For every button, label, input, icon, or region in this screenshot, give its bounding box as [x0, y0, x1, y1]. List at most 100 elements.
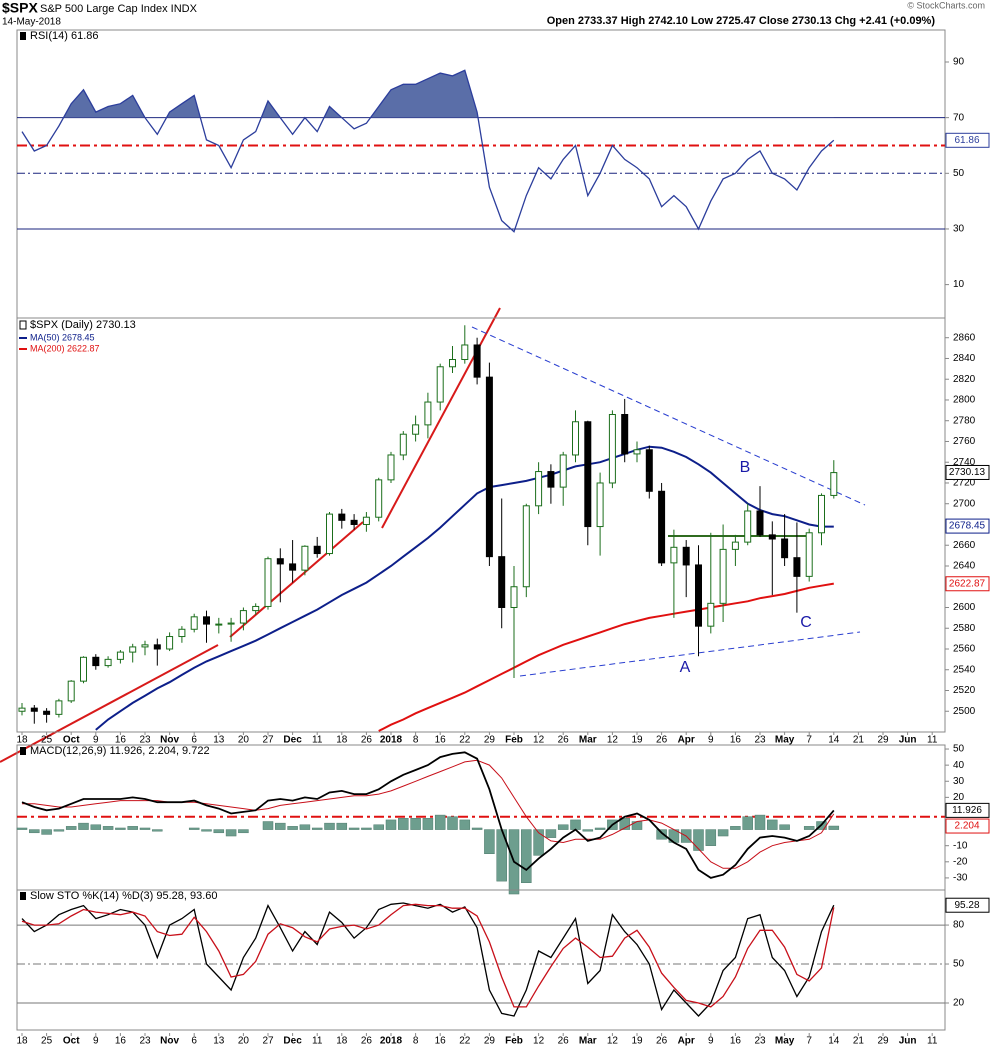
x-tick-label: 19 [631, 1036, 643, 1047]
histogram-bar [275, 822, 286, 830]
last-value-label: 2730.13 [949, 467, 986, 478]
x-tick-label: 16 [115, 735, 127, 746]
y-tick-label: 2860 [953, 332, 976, 343]
x-tick-label: 26 [558, 1036, 570, 1047]
histogram-bar [188, 827, 200, 830]
y-tick-label: 2520 [953, 685, 976, 696]
histogram-bar [90, 824, 102, 830]
x-tick-label: May [775, 735, 795, 746]
candle-body [510, 586, 518, 608]
candle-body [190, 616, 198, 630]
x-tick-label: Dec [283, 1036, 302, 1047]
candle-body [461, 344, 469, 361]
x-tick-label: 7 [806, 1036, 812, 1047]
x-tick-label: 2018 [380, 735, 403, 746]
candle-body [756, 510, 764, 536]
candle-body [289, 563, 297, 571]
histogram-bar [705, 829, 717, 846]
candle-body [203, 616, 210, 625]
histogram-bar [767, 819, 778, 830]
x-tick-label: 9 [93, 735, 99, 746]
histogram-bar [484, 829, 495, 854]
candle-body [498, 556, 506, 608]
trendlines [0, 307, 866, 763]
last-value-box [945, 464, 990, 480]
x-tick-label: 21 [853, 735, 865, 746]
candle-body [264, 558, 272, 607]
histogram-bar [225, 829, 237, 837]
x-tick-label: 14 [828, 1036, 840, 1047]
legend-label: RSI(14) 61.86 [30, 30, 98, 42]
candle-body [485, 376, 493, 558]
candle-body [547, 471, 555, 488]
candle-body [141, 644, 149, 648]
x-tick-label: 7 [806, 735, 812, 746]
histogram-bar [570, 819, 581, 830]
histogram-bar [102, 826, 114, 830]
x-tick-label: 2018 [380, 1036, 403, 1047]
x-tick-label: 12 [607, 735, 619, 746]
candle-body [645, 449, 653, 492]
candle-body [658, 490, 666, 564]
x-tick-label: 16 [730, 1036, 742, 1047]
x-tick-label: 23 [754, 735, 766, 746]
x-tick-label: Mar [579, 735, 597, 746]
x-tick-label: 18 [336, 1036, 348, 1047]
candle-body [399, 433, 407, 456]
candle-body [572, 421, 579, 456]
histogram-bar [754, 814, 766, 830]
candle-body [30, 707, 38, 712]
candle-body [535, 471, 543, 507]
indicator-line [21, 902, 835, 1017]
x-tick-label: 16 [730, 735, 742, 746]
candle-body [436, 366, 444, 403]
x-tick-label: 29 [484, 735, 496, 746]
y-tick-label: 40 [953, 760, 965, 771]
histogram-bar [594, 827, 606, 830]
x-tick-label: 12 [533, 1036, 545, 1047]
x-tick-label: 8 [413, 735, 419, 746]
candle-body [608, 413, 616, 484]
candle-body [239, 610, 247, 624]
candle-body [375, 479, 383, 518]
candle-body [621, 413, 629, 455]
y-tick-label: 2780 [953, 415, 976, 426]
histogram-bar [730, 826, 741, 830]
last-value-label: 95.28 [954, 900, 979, 911]
x-tick-label: 29 [877, 735, 889, 746]
moving-average [378, 582, 834, 732]
chart-date: 14-May-2018 [2, 17, 61, 28]
histogram-bar [828, 825, 840, 830]
x-tick-label: 11 [927, 1036, 938, 1047]
y-tick-label: 20 [953, 998, 965, 1009]
candle-body [596, 482, 604, 528]
x-tick-label: Oct [63, 735, 80, 746]
histogram-bar [779, 824, 790, 830]
candle-body [412, 424, 420, 435]
candle-body [707, 602, 715, 627]
candle-body [153, 644, 161, 650]
histogram-bar [385, 819, 397, 830]
last-value-label: 61.86 [954, 135, 979, 146]
histogram-bar [29, 829, 40, 834]
y-tick-label: 2580 [953, 623, 976, 634]
legend-label: Slow STO %K(14) %D(3) 95.28, 93.60 [30, 890, 218, 902]
histogram-bar [115, 827, 126, 830]
legend-label: MA(50) 2678.45 [30, 332, 95, 342]
candle-body [67, 680, 75, 702]
histogram-bar [545, 829, 557, 838]
candle-body [215, 623, 223, 626]
histogram-bar [361, 827, 372, 830]
y-tick-label: 2720 [953, 478, 976, 489]
candle-body [793, 557, 801, 577]
candle-body [768, 534, 776, 540]
x-tick-label: 11 [312, 1036, 323, 1047]
x-tick-label: 21 [853, 1036, 865, 1047]
x-tick-label: 26 [656, 735, 668, 746]
histogram-bar [299, 824, 311, 830]
histogram-bar [434, 814, 446, 830]
histogram-bar [348, 827, 360, 830]
x-tick-label: 22 [459, 735, 471, 746]
histogram-bar [742, 816, 753, 830]
histogram-bar [65, 826, 77, 830]
